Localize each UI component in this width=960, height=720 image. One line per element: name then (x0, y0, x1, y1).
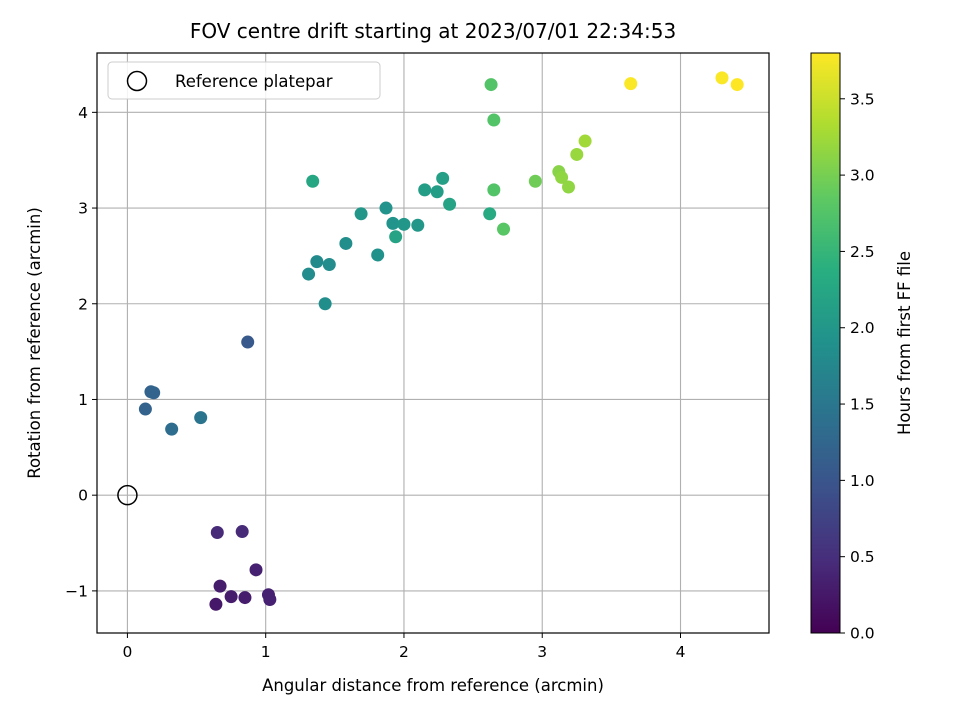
chart-title: FOV centre drift starting at 2023/07/01 … (190, 19, 676, 43)
data-point (443, 197, 457, 211)
x-tick-label: 3 (537, 643, 547, 661)
data-point (147, 386, 161, 400)
colorbar-tick-label: 1.5 (850, 396, 875, 414)
data-point (263, 593, 277, 607)
colorbar-label: Hours from first FF file (895, 251, 914, 435)
data-point (418, 183, 432, 197)
legend-marker (126, 70, 148, 92)
y-tick-label: 3 (78, 200, 88, 218)
data-point (302, 267, 316, 281)
y-tick-label: 1 (78, 391, 88, 409)
grid-lines (97, 53, 769, 633)
y-tick-label: −1 (65, 582, 88, 600)
data-point (578, 134, 592, 148)
data-point (483, 207, 497, 221)
colorbar-ticks: 0.0 0.5 1.0 1.5 2.0 2.5 3.0 3.5 (840, 90, 875, 643)
data-point (371, 248, 385, 262)
data-point (339, 236, 353, 250)
legend: Reference platepar (107, 61, 381, 100)
x-tick-label: 1 (261, 643, 271, 661)
x-tick-label: 2 (399, 643, 409, 661)
reference-platepar-marker (117, 484, 138, 506)
colorbar-gradient (810, 52, 841, 634)
data-point (624, 77, 638, 91)
data-point (386, 216, 400, 230)
data-point (570, 147, 584, 161)
data-point (249, 563, 263, 577)
data-point (487, 113, 501, 127)
colorbar: 0.0 0.5 1.0 1.5 2.0 2.5 3.0 3.5 Hours from firs… (810, 52, 914, 643)
y-tick-label: 2 (78, 295, 88, 313)
data-point (487, 183, 501, 197)
colorbar-tick-label: 3.0 (850, 167, 875, 185)
data-point (389, 230, 403, 244)
data-point (397, 217, 411, 231)
data-point (238, 591, 252, 605)
colorbar-tick-label: 2.5 (850, 243, 875, 261)
data-point (224, 590, 238, 604)
data-point (322, 258, 336, 272)
data-point (528, 174, 542, 188)
data-point (430, 185, 444, 199)
data-point (235, 525, 249, 539)
data-point (138, 402, 152, 416)
colorbar-tick-label: 3.5 (850, 90, 875, 108)
data-point (209, 597, 223, 611)
colorbar-tick-label: 1.0 (850, 472, 875, 490)
data-points (117, 71, 744, 611)
data-point (715, 71, 729, 85)
data-point (484, 78, 498, 92)
legend-box (107, 61, 381, 100)
data-point (379, 201, 393, 215)
colorbar-tick-label: 0.5 (850, 548, 875, 566)
colorbar-tick-label: 2.0 (850, 319, 875, 337)
data-point (436, 171, 450, 185)
x-axis-ticks: 0 1 2 3 4 (122, 633, 685, 661)
data-point (562, 180, 576, 194)
plot-area-frame (96, 52, 770, 634)
y-axis-label: Rotation from reference (arcmin) (25, 207, 44, 479)
x-tick-label: 4 (676, 643, 686, 661)
data-point (213, 579, 227, 593)
x-axis-label: Angular distance from reference (arcmin) (262, 676, 604, 695)
data-point (555, 170, 569, 184)
data-point (306, 174, 320, 188)
data-point (730, 78, 744, 92)
y-tick-label: 4 (78, 104, 88, 122)
data-point (241, 335, 255, 349)
data-point (318, 297, 332, 311)
colorbar-tick-label: 0.0 (850, 625, 875, 643)
y-axis-ticks: −1 0 1 2 3 4 (65, 104, 97, 600)
data-point (497, 222, 511, 236)
data-point (210, 526, 224, 540)
legend-label-reference-platepar: Reference platepar (175, 72, 333, 91)
data-point (165, 422, 179, 436)
data-point (194, 411, 208, 425)
data-point (310, 255, 324, 269)
x-tick-label: 0 (122, 643, 132, 661)
data-point (411, 218, 425, 232)
y-tick-label: 0 (78, 487, 88, 505)
data-point (354, 207, 368, 221)
